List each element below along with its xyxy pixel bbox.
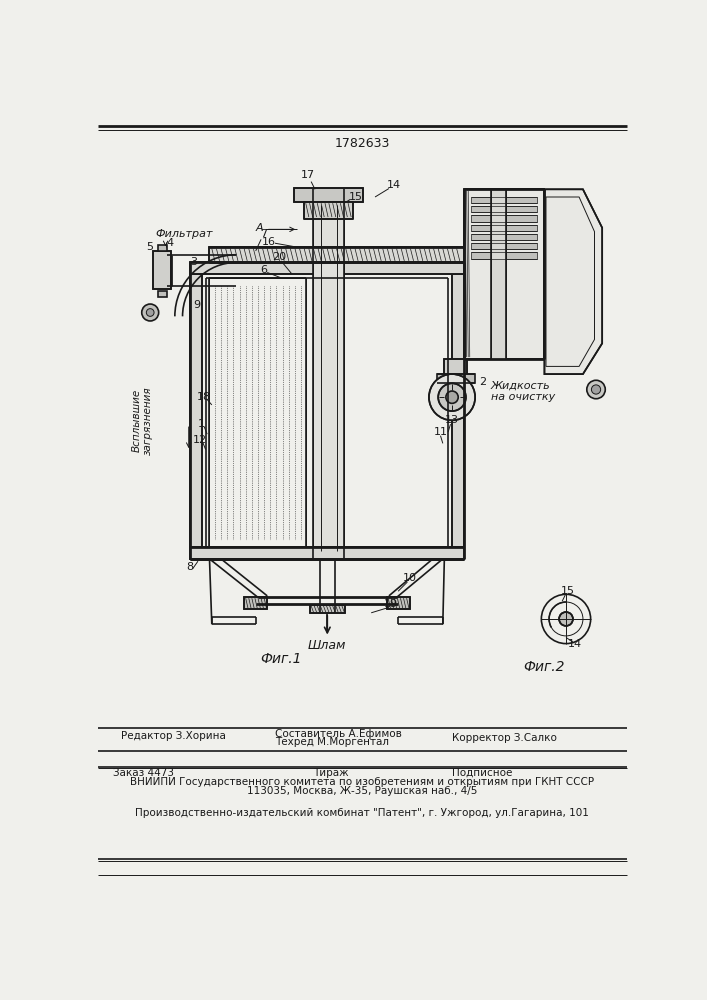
Bar xyxy=(387,597,409,609)
Circle shape xyxy=(146,309,154,316)
Text: 16: 16 xyxy=(262,237,276,247)
Text: Тираж: Тираж xyxy=(313,768,349,778)
Text: 7: 7 xyxy=(260,229,267,239)
Bar xyxy=(472,252,537,259)
Bar xyxy=(472,215,537,222)
Text: Заказ 4473: Заказ 4473 xyxy=(113,768,174,778)
Bar xyxy=(304,202,354,219)
Text: 2: 2 xyxy=(479,377,486,387)
Circle shape xyxy=(592,385,601,394)
Text: 1782633: 1782633 xyxy=(334,137,390,150)
Bar xyxy=(190,262,464,274)
Text: А: А xyxy=(256,223,263,233)
Text: 9: 9 xyxy=(193,300,200,310)
Bar xyxy=(310,605,345,613)
Bar xyxy=(153,251,171,289)
Circle shape xyxy=(446,391,458,403)
Text: 14: 14 xyxy=(568,639,583,649)
Bar xyxy=(472,206,537,212)
Bar xyxy=(472,225,537,231)
Bar xyxy=(190,547,464,559)
Bar xyxy=(153,251,171,289)
Text: 17: 17 xyxy=(301,170,315,180)
Bar xyxy=(491,189,506,359)
Text: Подписное: Подписное xyxy=(452,768,513,778)
Bar xyxy=(452,274,464,551)
Text: 3: 3 xyxy=(191,257,197,267)
Circle shape xyxy=(141,304,158,321)
Text: Техред М.Моргентал: Техред М.Моргентал xyxy=(275,737,389,747)
Text: 11: 11 xyxy=(433,427,448,437)
Text: 4: 4 xyxy=(167,238,174,248)
Bar xyxy=(209,247,464,262)
Bar xyxy=(444,359,467,389)
Text: 18: 18 xyxy=(197,392,211,402)
Bar xyxy=(464,189,544,359)
Text: 113035, Москва, Ж-35, Раушская наб., 4/5: 113035, Москва, Ж-35, Раушская наб., 4/5 xyxy=(247,786,477,796)
Bar xyxy=(190,262,464,274)
Text: 6: 6 xyxy=(260,265,267,275)
Bar xyxy=(158,291,167,297)
Bar xyxy=(294,188,363,202)
Text: Производственно-издательский комбинат "Патент", г. Ужгород, ул.Гагарина, 101: Производственно-издательский комбинат "П… xyxy=(135,808,589,818)
Bar xyxy=(294,188,363,202)
Circle shape xyxy=(559,612,573,626)
Bar xyxy=(313,189,344,559)
Polygon shape xyxy=(544,189,602,374)
Text: Фильтрат: Фильтрат xyxy=(156,229,213,239)
Text: 12: 12 xyxy=(193,435,207,445)
Text: 20: 20 xyxy=(271,252,286,262)
Text: 19: 19 xyxy=(383,599,397,609)
Bar xyxy=(190,274,201,551)
Text: Всплывшие
загрязнения: Всплывшие загрязнения xyxy=(132,386,153,455)
Bar xyxy=(310,605,345,613)
Text: 15: 15 xyxy=(349,192,363,202)
Bar xyxy=(190,547,464,559)
Text: 5: 5 xyxy=(146,242,153,252)
Text: 8: 8 xyxy=(187,562,194,572)
Circle shape xyxy=(429,374,475,420)
Bar xyxy=(209,247,464,262)
Text: Жидкость
на очистку: Жидкость на очистку xyxy=(491,380,555,402)
Text: Составитель А.Ефимов: Составитель А.Ефимов xyxy=(275,729,402,739)
Bar xyxy=(437,374,475,383)
Text: 15: 15 xyxy=(561,586,575,596)
Text: Редактор З.Хорина: Редактор З.Хорина xyxy=(121,731,226,741)
Bar xyxy=(444,359,467,389)
Bar xyxy=(452,274,464,551)
Bar xyxy=(190,547,464,559)
Bar xyxy=(472,197,537,203)
Bar xyxy=(387,597,409,609)
Text: 13: 13 xyxy=(445,415,459,425)
Bar xyxy=(472,234,537,240)
Bar xyxy=(158,245,167,251)
Text: ВНИИПИ Государственного комитета по изобретениям и открытиям при ГКНТ СССР: ВНИИПИ Государственного комитета по изоб… xyxy=(130,777,594,787)
Circle shape xyxy=(587,380,605,399)
Text: Фиг.1: Фиг.1 xyxy=(260,652,302,666)
Text: Фиг.2: Фиг.2 xyxy=(524,660,565,674)
Bar xyxy=(464,189,544,359)
Bar xyxy=(244,597,267,609)
Bar xyxy=(190,274,201,551)
Text: 1: 1 xyxy=(198,419,205,429)
Bar xyxy=(209,278,305,547)
Bar xyxy=(472,243,537,249)
Text: Шлам: Шлам xyxy=(308,639,346,652)
Text: Корректор З.Салко: Корректор З.Салко xyxy=(452,733,557,743)
Text: 14: 14 xyxy=(387,180,402,190)
Text: 10: 10 xyxy=(403,573,416,583)
Circle shape xyxy=(438,383,466,411)
Bar xyxy=(244,597,267,609)
